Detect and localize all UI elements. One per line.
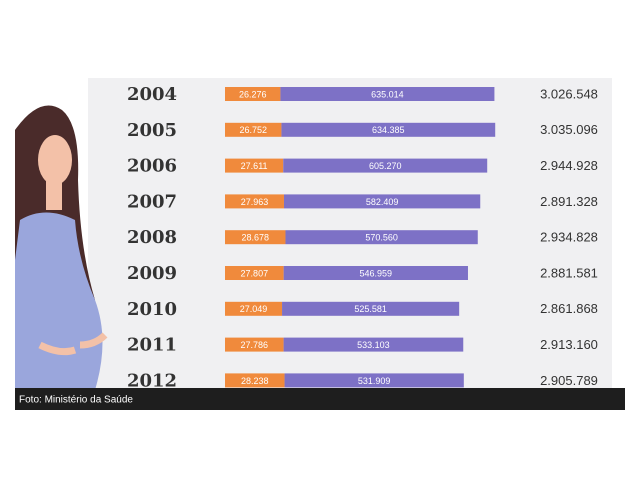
year-label: 2010 [127, 299, 177, 320]
illustration [15, 105, 108, 390]
bar-segment [225, 373, 285, 388]
bar-segment [225, 266, 284, 280]
caption: Foto: Ministério da Saúde [19, 395, 133, 406]
year-label: 2007 [127, 191, 177, 212]
segment-label: 27.807 [241, 268, 269, 278]
year-label: 2008 [127, 227, 177, 248]
total-label: 2.881.581 [540, 265, 598, 280]
segment-label: 28.678 [241, 233, 269, 243]
caption-bar [15, 388, 625, 410]
total-label: 2.944.928 [540, 158, 598, 173]
bar-segment [285, 230, 478, 245]
year-label: 2005 [127, 120, 177, 141]
segment-label: 27.963 [241, 197, 269, 207]
total-label: 2.934.828 [540, 230, 598, 245]
segment-label: 26.752 [239, 125, 267, 135]
segment-label: 27.611 [241, 161, 268, 171]
bar-segment [225, 337, 284, 352]
bar-segment [225, 87, 281, 101]
total-label: 2.913.160 [540, 337, 598, 352]
segment-label: 27.786 [241, 340, 269, 350]
segment-label: 582.409 [366, 197, 399, 207]
total-label: 2.861.868 [540, 301, 598, 316]
segment-label: 634.385 [372, 125, 405, 135]
year-label: 2011 [127, 335, 177, 356]
bar-segment [225, 158, 284, 173]
year-label: 2009 [127, 263, 177, 284]
total-label: 2.905.789 [540, 373, 598, 388]
bar-segment [284, 373, 464, 388]
bar-segment [283, 337, 464, 352]
total-label: 2.891.328 [540, 194, 598, 209]
segment-label: 605.270 [369, 161, 402, 171]
bar-segment [280, 87, 495, 101]
bar-segment [225, 122, 282, 137]
total-label: 3.035.096 [540, 122, 598, 137]
year-label: 2004 [127, 84, 177, 105]
bar-segment [282, 301, 460, 316]
year-label: 2006 [127, 156, 177, 177]
segment-label: 28.238 [241, 376, 269, 386]
segment-label: 570.560 [365, 233, 398, 243]
bar-segment [225, 194, 284, 209]
bar-segment [281, 122, 496, 137]
bar-segment [225, 301, 283, 316]
segment-label: 533.103 [357, 340, 390, 350]
segment-label: 635.014 [371, 89, 404, 99]
segment-label: 27.049 [240, 304, 268, 314]
segment-label: 26.276 [239, 89, 267, 99]
bar-segment [283, 266, 468, 280]
segment-label: 546.959 [360, 268, 393, 278]
bar-segment [225, 230, 286, 245]
segment-label: 525.581 [354, 304, 387, 314]
bar-segment [283, 194, 481, 209]
total-label: 3.026.548 [540, 86, 598, 101]
year-label: 2012 [127, 370, 177, 391]
segment-label: 531.909 [358, 376, 391, 386]
bar-segment [283, 158, 488, 173]
